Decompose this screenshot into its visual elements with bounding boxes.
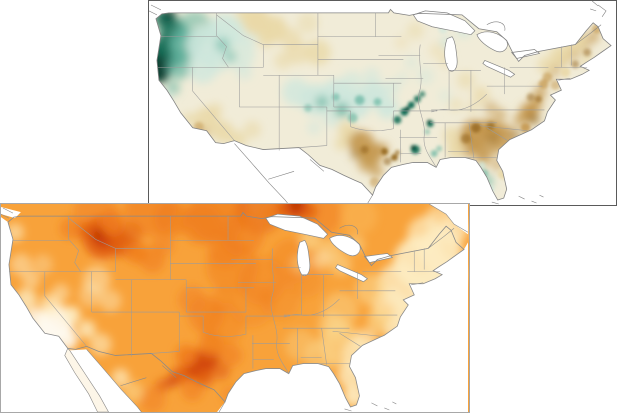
mexico-coastline [234,143,373,205]
great-lake [482,59,516,78]
state-borders [8,216,441,374]
islands-coastline [491,77,571,205]
islands-coastline [344,282,424,412]
great-lake [476,31,508,53]
canada-coastline [149,4,602,45]
great-lake [296,239,311,276]
great-lake [329,235,361,257]
nova-scotia-coastline [590,1,607,18]
mexico-coastline [86,349,226,412]
precipitation-map-panel [148,0,617,206]
great-lake [444,36,458,72]
temperature-map-image [1,204,469,412]
great-lake [335,264,369,283]
atlantic-gulf-ocean [217,242,469,412]
state-borders [156,12,588,168]
canada-coastline [1,207,455,249]
st-lawrence-coastline [429,204,469,233]
gulf-of-california [69,349,142,412]
great-lake [412,10,476,36]
precipitation-map-image [149,1,616,205]
great-lake [265,213,329,239]
temperature-map-panel [0,203,470,413]
pacific-ocean [1,217,98,412]
baja-california [64,347,109,412]
